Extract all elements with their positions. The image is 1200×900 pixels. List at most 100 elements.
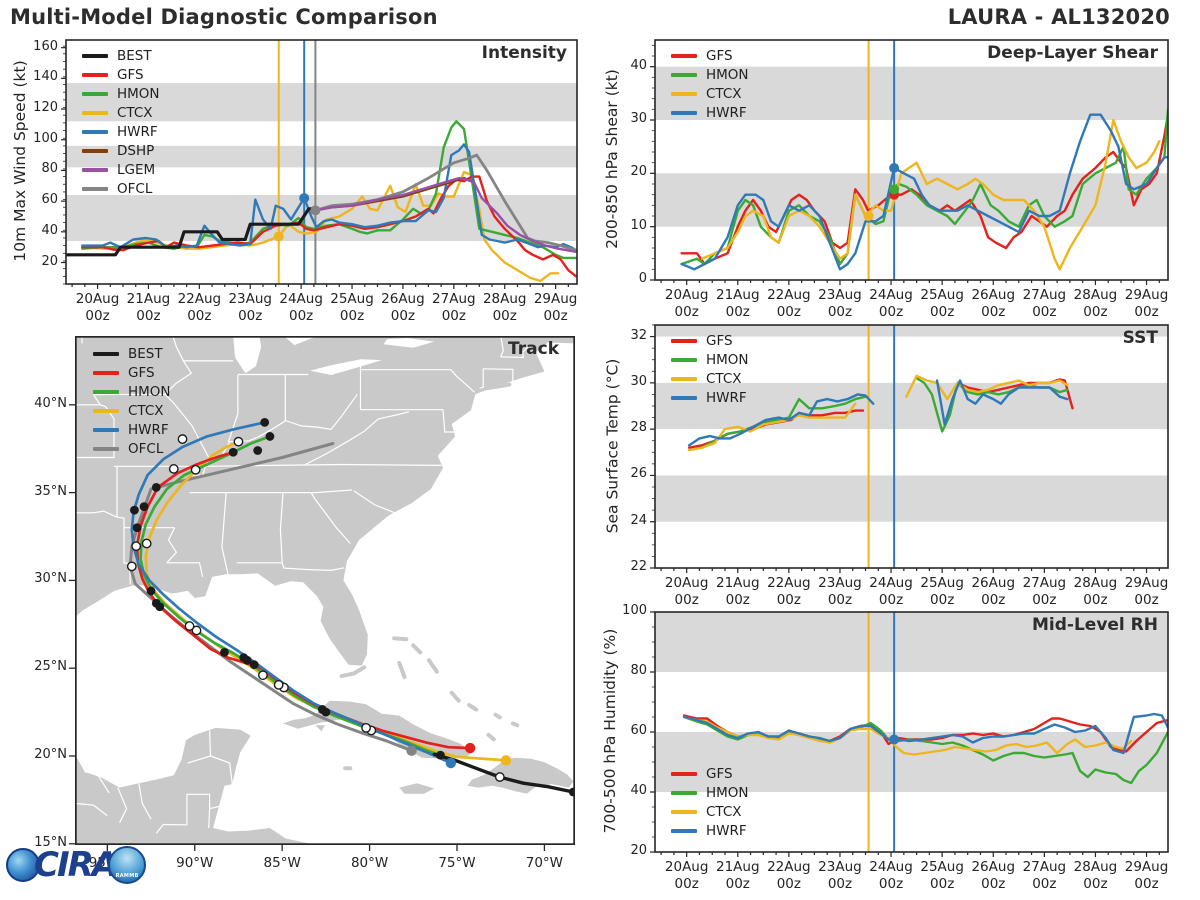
x-tick-line: 00z <box>776 591 801 608</box>
legend-swatch-ofcl <box>82 187 108 191</box>
legend-label: HMON <box>706 67 749 83</box>
legend-swatch-gfs <box>671 54 697 58</box>
y-tick-label: 100 <box>622 603 647 618</box>
legend-label: CTCX <box>117 105 153 121</box>
legend-swatch-ofcl <box>93 447 119 451</box>
x-tick-line: 00z <box>187 307 212 324</box>
x-tick-line: 25Aug <box>920 859 964 875</box>
y-tick-label: 160 <box>33 38 58 54</box>
x-tick-line: 22Aug <box>767 859 811 875</box>
x-tick-line: 23Aug <box>818 859 862 875</box>
x-tick-line: 22Aug <box>767 287 811 303</box>
x-tick-line: 00z <box>878 591 904 608</box>
x-tick-line: 00z <box>776 875 801 892</box>
legend-label: HWRF <box>706 390 747 406</box>
x-tick-line: 29Aug <box>533 291 578 307</box>
legend-label: BEST <box>128 346 163 362</box>
x-tick-line: 24Aug <box>869 859 913 875</box>
x-tick-label: 29Aug 00z <box>1113 859 1181 893</box>
x-tick-label: 25Aug 00z <box>908 287 976 321</box>
shear-title: Deep-Layer Shear <box>987 43 1158 63</box>
sst-legend: GFS HMON CTCX HWRF <box>671 333 749 406</box>
x-tick-label: 20Aug 00z <box>653 575 721 609</box>
legend-swatch-hwrf <box>671 829 697 833</box>
rammb-badge-icon: RAMMB <box>108 846 147 884</box>
x-tick-line: 24Aug <box>279 291 323 307</box>
y-tick-label: 0 <box>638 271 647 286</box>
legend-label: HMON <box>706 352 749 368</box>
x-tick-line: 24Aug <box>869 575 913 591</box>
legend-item-best: BEST <box>82 48 160 64</box>
x-tick-label: 23Aug 00z <box>806 287 874 321</box>
legend-label: LGEM <box>117 162 156 178</box>
storm-title: LAURA - AL132020 <box>947 5 1170 29</box>
x-tick-line: 00z <box>492 307 517 324</box>
y-tick-label: 26 <box>630 466 647 482</box>
x-tick-line: 00z <box>930 591 955 608</box>
x-tick-line: 00z <box>1032 875 1057 892</box>
x-tick-label: 26Aug 00z <box>959 575 1027 609</box>
x-tick-label: 24Aug 00z <box>857 575 925 609</box>
legend-swatch-hmon <box>671 358 697 362</box>
legend-swatch-hwrf <box>671 396 697 400</box>
x-tick-line: 00z <box>136 307 161 324</box>
x-tick-line: 00z <box>339 307 365 324</box>
legend-swatch-hwrf <box>93 428 119 432</box>
legend-item-gfs: GFS <box>671 333 749 349</box>
legend-label: BEST <box>117 48 152 64</box>
map-x-tick-label: 75°W <box>438 855 476 871</box>
y-tick-label: 32 <box>630 327 647 343</box>
y-tick-label: 20 <box>630 164 647 180</box>
legend-swatch-hmon <box>93 390 119 394</box>
x-tick-label: 23Aug 00z <box>806 575 874 609</box>
x-tick-label: 20Aug 00z <box>653 859 721 893</box>
map-x-tick-label: 80°W <box>350 855 389 871</box>
legend-item-hwrf: HWRF <box>671 823 749 839</box>
track-map <box>75 336 575 845</box>
legend-label: OFCL <box>117 181 153 197</box>
x-tick-line: 20Aug <box>75 291 120 307</box>
x-tick-line: 00z <box>981 875 1006 892</box>
x-tick-label: 22Aug 00z <box>755 859 823 893</box>
x-tick-label: 23Aug 00z <box>216 291 284 325</box>
rh-chart <box>650 611 1169 857</box>
sst-ylabel: Sea Surface Temp (°C) <box>603 358 621 533</box>
x-tick-line: 23Aug <box>818 287 862 303</box>
legend-swatch-hmon <box>671 73 697 77</box>
x-tick-label: 21Aug 00z <box>114 291 182 325</box>
x-tick-line: 00z <box>390 307 416 324</box>
y-tick-label: 100 <box>33 130 58 146</box>
legend-item-hwrf: HWRF <box>671 105 749 121</box>
x-tick-line: 22Aug <box>177 291 222 307</box>
legend-item-ctcx: CTCX <box>671 371 749 387</box>
legend-label: HMON <box>706 785 749 801</box>
intensity-chart <box>61 39 578 289</box>
legend-item-ctcx: CTCX <box>671 804 749 820</box>
legend-label: HWRF <box>117 124 158 140</box>
legend-label: HWRF <box>706 823 747 839</box>
x-tick-line: 25Aug <box>920 287 964 303</box>
legend-item-ctcx: CTCX <box>82 105 160 121</box>
y-tick-label: 20 <box>41 253 58 269</box>
page-title: Multi-Model Diagnostic Comparison <box>10 5 438 29</box>
legend-item-hmon: HMON <box>93 384 171 400</box>
x-tick-line: 20Aug <box>664 859 709 875</box>
legend-swatch-dshp <box>82 149 108 153</box>
x-tick-label: 29Aug 00z <box>1113 575 1181 609</box>
legend-item-hmon: HMON <box>671 352 749 368</box>
x-tick-line: 21Aug <box>715 575 760 591</box>
y-tick-label: 10 <box>630 217 647 233</box>
map-y-tick-label: 15°N <box>34 834 67 850</box>
legend-item-ofcl: OFCL <box>93 441 171 457</box>
legend-label: GFS <box>706 333 733 349</box>
x-tick-line: 00z <box>878 303 904 320</box>
x-tick-label: 27Aug 00z <box>1010 575 1078 609</box>
legend-swatch-hmon <box>82 92 108 96</box>
x-tick-label: 27Aug 00z <box>420 291 488 325</box>
x-tick-label: 28Aug 00z <box>471 291 539 325</box>
x-tick-line: 00z <box>1083 303 1108 320</box>
y-tick-label: 140 <box>33 69 58 85</box>
x-tick-label: 24Aug 00z <box>857 287 925 321</box>
x-tick-line: 00z <box>674 591 699 608</box>
x-tick-line: 00z <box>543 307 568 324</box>
